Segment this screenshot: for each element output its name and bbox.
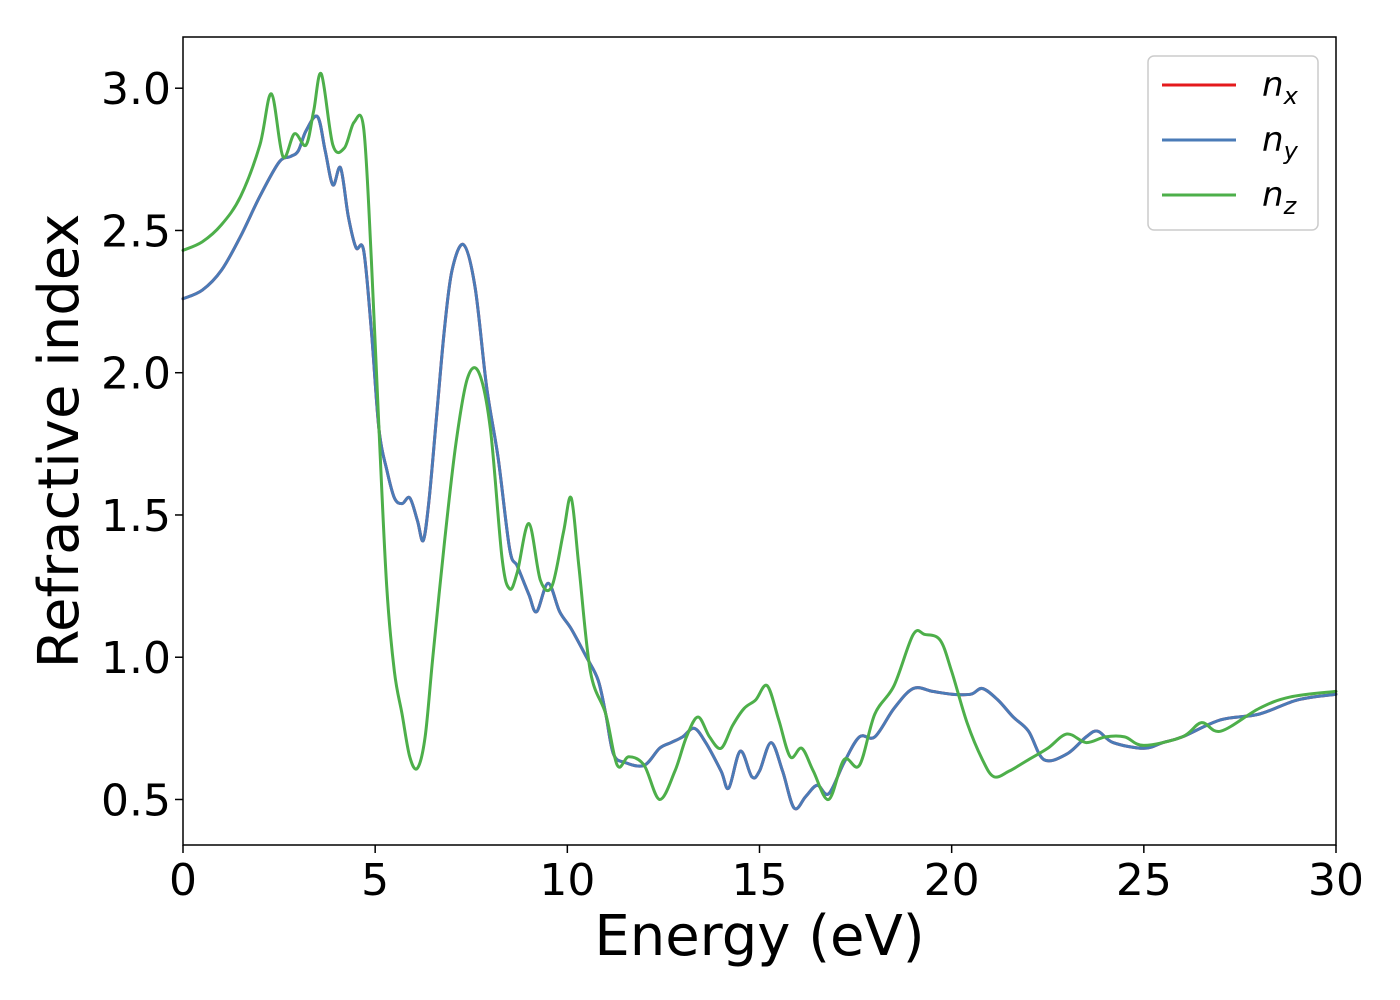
x-axis-label: Energy (eV) — [594, 904, 924, 969]
legend-item-y: ny — [1162, 120, 1299, 165]
y-tick-label: 1.0 — [101, 633, 171, 684]
x-axis-ticks: 0 5 10 15 20 25 30 — [169, 845, 1364, 906]
series-layer — [181, 71, 1338, 811]
x-tick-label: 25 — [1116, 855, 1172, 906]
legend-label: ny — [1262, 120, 1299, 165]
y-tick-label: 2.5 — [101, 206, 171, 257]
legend-box — [1147, 55, 1319, 231]
x-tick-label: 5 — [361, 855, 389, 906]
legend-items: nx ny nz — [1162, 65, 1299, 220]
legend: nx ny nz — [1147, 55, 1319, 231]
y-tick-label: 0.5 — [101, 775, 171, 826]
x-tick-label: 15 — [732, 855, 788, 906]
y-axis-ticks: 0.5 1.0 1.5 2.0 2.5 3.0 — [101, 64, 183, 826]
legend-item-x: nx — [1162, 65, 1299, 110]
y-axis-label: Refractive index — [27, 214, 92, 669]
x-tick-label: 30 — [1308, 855, 1364, 906]
legend-label: nx — [1262, 65, 1299, 110]
y-tick-label: 2.0 — [101, 349, 171, 400]
y-tick-label: 1.5 — [101, 491, 171, 542]
y-tick-label: 3.0 — [101, 64, 171, 115]
x-tick-label: 10 — [539, 855, 595, 906]
legend-item-z: nz — [1162, 175, 1298, 220]
x-tick-label: 20 — [924, 855, 980, 906]
legend-label: nz — [1262, 175, 1298, 220]
x-tick-label: 0 — [169, 855, 197, 906]
series-line-z — [181, 71, 1338, 801]
